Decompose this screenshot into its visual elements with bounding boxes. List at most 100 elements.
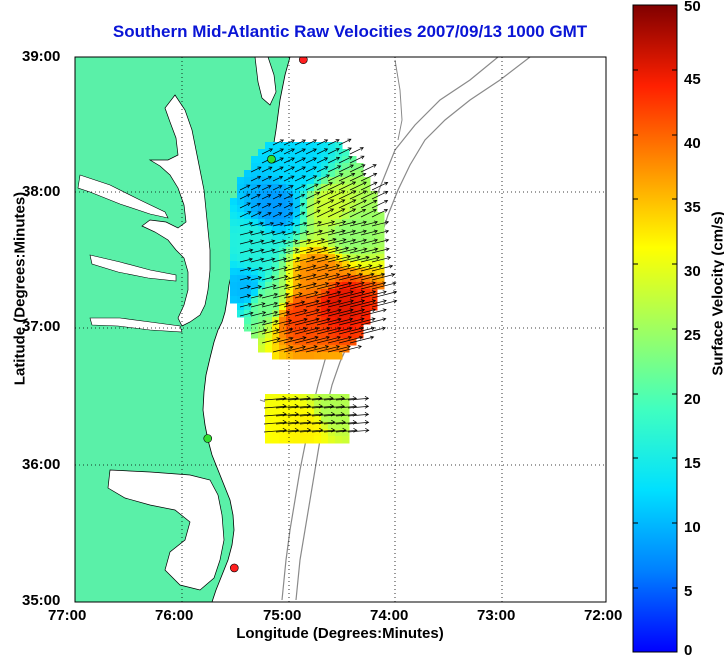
velocity-cell	[314, 401, 322, 409]
velocity-cell	[342, 282, 350, 290]
velocity-cell	[300, 331, 308, 339]
velocity-arrow	[294, 175, 306, 182]
velocity-arrow	[272, 336, 294, 344]
velocity-arrow	[316, 326, 342, 335]
velocity-arrow	[327, 139, 340, 146]
velocity-cell	[370, 275, 378, 283]
map-grid	[75, 57, 606, 602]
velocity-cell	[314, 247, 322, 255]
velocity-cell	[244, 317, 252, 325]
velocity-arrow	[316, 199, 335, 209]
velocity-cell	[349, 170, 357, 178]
velocity-arrow	[261, 166, 273, 173]
velocity-arrow	[349, 317, 376, 326]
velocity-cell	[314, 205, 322, 213]
velocity-arrow	[327, 308, 354, 317]
velocity-cell	[363, 233, 371, 241]
velocity-cell	[328, 331, 336, 339]
velocity-cell	[321, 212, 329, 220]
velocity-arrow	[360, 238, 379, 245]
velocity-cell	[272, 394, 280, 402]
velocity-cell	[335, 261, 343, 269]
velocity-cell	[342, 268, 350, 276]
velocity-cell	[265, 268, 273, 276]
velocity-arrow	[360, 229, 378, 236]
velocity-cell	[251, 268, 259, 276]
velocity-cell	[279, 436, 287, 444]
velocity-arrow	[283, 248, 300, 254]
velocity-cell	[286, 352, 294, 360]
velocity-cell	[286, 205, 294, 213]
colorbar-tick: 35	[684, 199, 701, 216]
velocity-cell	[328, 184, 336, 192]
velocity-arrow	[283, 203, 294, 209]
velocity-cell	[314, 429, 322, 437]
velocity-arrow	[272, 185, 283, 191]
velocity-cell	[349, 261, 357, 269]
velocity-cell	[237, 191, 245, 199]
velocity-cell	[342, 191, 350, 199]
velocity-cell	[244, 177, 252, 185]
velocity-cell	[328, 282, 336, 290]
velocity-cell	[272, 317, 280, 325]
velocity-cell	[307, 345, 315, 353]
x-tick: 72:00	[584, 607, 623, 624]
velocity-cell	[300, 394, 308, 402]
velocity-cell	[321, 415, 329, 423]
velocity-cell	[363, 219, 371, 227]
velocity-cell	[258, 310, 266, 318]
velocity-cell	[272, 233, 280, 241]
velocity-arrow	[305, 290, 331, 299]
velocity-cell	[321, 331, 329, 339]
velocity-cell	[307, 205, 315, 213]
velocity-cell	[286, 219, 294, 227]
velocity-arrow	[305, 264, 329, 272]
velocity-arrow	[360, 220, 379, 227]
velocity-arrow	[360, 290, 387, 299]
velocity-arrow	[250, 194, 261, 200]
velocity-arrow	[371, 290, 398, 299]
velocity-cell	[328, 233, 336, 241]
velocity-cell	[279, 170, 287, 178]
velocity-cell	[237, 254, 245, 262]
velocity-cell	[272, 142, 280, 150]
velocity-cell	[244, 275, 252, 283]
velocity-arrow	[371, 273, 396, 281]
velocity-arrow	[239, 184, 251, 191]
velocity-arrow	[316, 190, 335, 200]
velocity-arrow	[283, 327, 308, 335]
velocity-cell	[265, 205, 273, 213]
velocity-arrow	[327, 290, 354, 299]
velocity-arrow	[316, 317, 342, 326]
velocity-cell	[314, 310, 322, 318]
velocity-cell	[321, 268, 329, 276]
velocity-cell	[272, 205, 280, 213]
velocity-cell	[251, 317, 259, 325]
velocity-cell	[286, 156, 294, 164]
rappahannock-river	[89, 254, 177, 282]
velocity-cell	[230, 296, 238, 304]
velocity-cell	[279, 233, 287, 241]
velocity-cell	[307, 177, 315, 185]
velocity-cell	[300, 205, 308, 213]
velocity-cell	[314, 415, 322, 423]
velocity-cell	[349, 317, 357, 325]
velocity-arrow	[239, 276, 251, 281]
velocity-cell	[286, 436, 294, 444]
velocity-arrow	[239, 211, 252, 218]
velocity-arrow	[316, 237, 337, 245]
velocity-cell	[307, 282, 315, 290]
velocity-cell	[335, 142, 343, 150]
velocity-arrow	[261, 319, 279, 326]
velocity-arrow	[327, 273, 352, 281]
velocity-arrow	[327, 246, 350, 254]
velocity-arrow	[349, 264, 373, 272]
velocity-cell	[377, 240, 385, 248]
colorbar-ticks	[633, 69, 677, 653]
velocity-cell	[258, 233, 266, 241]
velocity-cell	[307, 268, 315, 276]
velocity-arrow	[261, 284, 277, 290]
velocity-cell	[342, 422, 350, 430]
velocity-arrow	[305, 157, 317, 164]
velocity-arrow	[327, 181, 346, 191]
